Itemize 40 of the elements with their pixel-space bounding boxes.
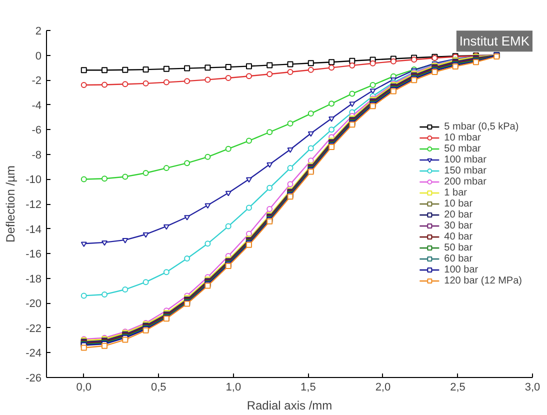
y-tick-label: -18 <box>26 273 42 286</box>
legend-label: 10 bar <box>444 198 473 209</box>
x-tick-label: 2,0 <box>375 382 391 394</box>
legend-label: 20 bar <box>444 209 473 220</box>
y-tick-label: -2 <box>32 75 42 88</box>
x-tick-label: 2,5 <box>450 382 466 394</box>
legend-label: 200 mbar <box>444 176 486 187</box>
y-tick-label: -10 <box>26 174 42 186</box>
y-tick-label: -26 <box>26 372 42 384</box>
legend-label: 100 bar <box>444 264 478 275</box>
legend-label: 150 mbar <box>444 165 486 176</box>
legend-label: 1 bar <box>444 187 467 198</box>
y-tick-label: -20 <box>26 298 42 310</box>
y-tick-label: -14 <box>26 224 42 236</box>
y-tick-label: -16 <box>26 248 42 261</box>
y-tick-label: -12 <box>26 199 42 211</box>
y-tick-label: 0 <box>35 50 42 62</box>
x-axis-title: Radial axis /mm <box>246 398 332 412</box>
y-tick-label: 2 <box>35 26 42 38</box>
y-tick-label: -6 <box>32 124 42 137</box>
legend-label: 100 mbar <box>444 154 486 165</box>
y-tick-label: -8 <box>32 149 42 162</box>
y-tick-label: -24 <box>26 348 42 360</box>
y-tick-label: -4 <box>32 100 42 112</box>
x-tick-label: 0,5 <box>151 382 166 394</box>
legend-label: 30 bar <box>444 220 473 231</box>
y-tick-label: -22 <box>26 322 42 335</box>
legend-label: 50 bar <box>444 242 473 253</box>
legend-label: 120 bar (12 MPa) <box>444 275 522 286</box>
legend-label: 50 mbar <box>444 143 481 154</box>
x-tick-label: 3,0 <box>524 382 540 394</box>
legend-label: 60 bar <box>444 253 473 264</box>
x-tick-label: 1,5 <box>300 382 316 394</box>
legend-label: 10 mbar <box>444 132 481 143</box>
legend-label: 5 mbar (0,5 kPa) <box>444 121 519 132</box>
x-tick-label: 0,0 <box>76 382 92 394</box>
annotation: Institut EMK <box>459 34 530 49</box>
y-axis-title: Deflection /µm <box>4 166 18 242</box>
x-tick-label: 1,0 <box>226 382 242 394</box>
legend-label: 40 bar <box>444 231 473 242</box>
